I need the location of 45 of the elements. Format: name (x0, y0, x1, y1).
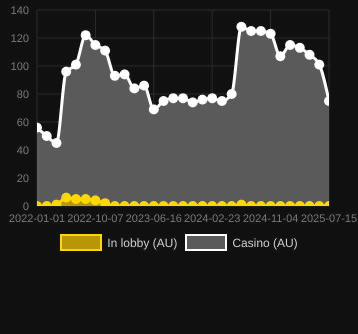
point (285, 40, 296, 50)
y-tick-label: 140 (10, 4, 29, 17)
point (80, 30, 91, 40)
point (61, 66, 72, 77)
point (236, 22, 246, 32)
point (226, 89, 237, 99)
point (90, 40, 100, 50)
point (110, 70, 120, 81)
point (70, 60, 81, 70)
point (294, 42, 305, 53)
point (275, 51, 286, 62)
x-tick-label: 2022-10-07 (67, 212, 124, 225)
point (51, 138, 62, 148)
point (266, 28, 276, 39)
y-tick-label: 40 (16, 144, 29, 157)
y-tick-label: 60 (16, 116, 29, 129)
point (139, 80, 150, 91)
legend-label: In lobby (AU) (107, 236, 178, 250)
x-tick-label: 2024-11-04 (242, 212, 298, 225)
point (188, 97, 198, 108)
x-tick-label: 2025-07-15 (300, 212, 358, 225)
y-tick-label: 120 (10, 32, 29, 45)
point (314, 60, 324, 70)
point (100, 46, 110, 56)
point (246, 26, 256, 36)
y-tick-label: 80 (16, 88, 29, 101)
x-tick-label: 2024-02-23 (184, 212, 240, 225)
point (256, 26, 266, 36)
y-tick-label: 20 (16, 172, 29, 185)
y-tick-label: 100 (10, 60, 29, 73)
point (158, 96, 169, 106)
legend-label: Casino (AU) (232, 236, 298, 250)
y-tick-label: 0 (22, 200, 29, 213)
x-tick-label: 2022-01-01 (8, 212, 66, 225)
x-tick-label: 2023-06-16 (126, 212, 182, 225)
point (148, 104, 159, 114)
point (42, 131, 52, 141)
point (129, 83, 140, 94)
point (207, 93, 218, 104)
point (120, 69, 130, 80)
point (168, 93, 178, 104)
point (216, 96, 227, 106)
point (304, 50, 315, 60)
point (178, 93, 188, 104)
point (197, 94, 208, 105)
